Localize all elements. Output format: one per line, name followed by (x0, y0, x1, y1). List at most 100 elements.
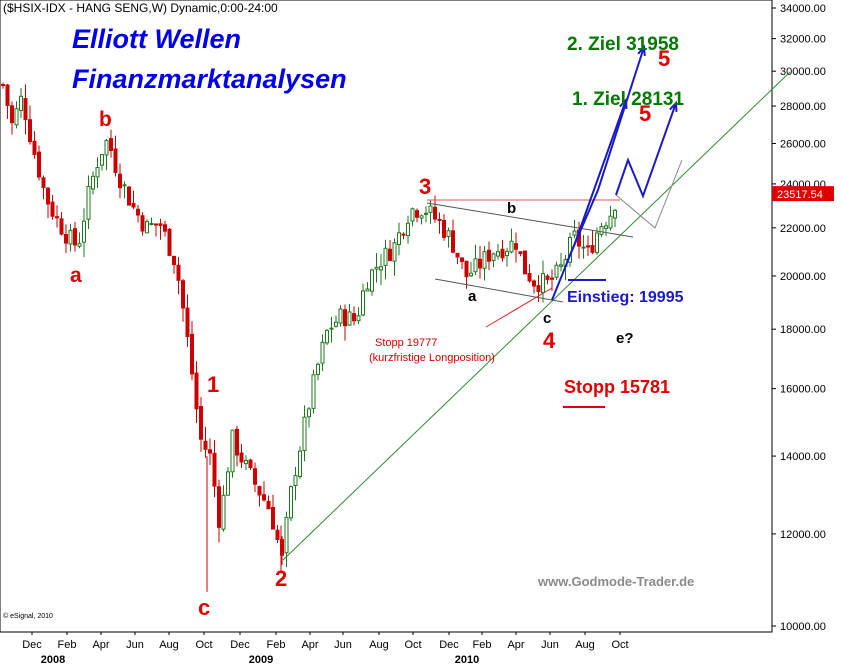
arrowhead-alt (669, 100, 678, 113)
candle-body (230, 429, 235, 473)
candle-body (46, 187, 50, 205)
candle-body (383, 247, 388, 266)
candle-body (361, 290, 365, 316)
candle-body (460, 257, 464, 262)
candle-body (163, 224, 167, 232)
candle-body (23, 98, 28, 120)
title-line-2: Finanzmarktanalysen (72, 64, 347, 94)
wave-label-4: 4 (543, 328, 556, 353)
wave-label-5-mid: 5 (639, 101, 651, 126)
y-tick-label: 32000.00 (780, 34, 826, 46)
wave-label-b-2008: b (99, 108, 112, 131)
x-month-label: Aug (369, 639, 389, 651)
candle-body (302, 416, 307, 451)
candle-body (347, 311, 352, 326)
y-tick-label: 34000.00 (780, 3, 826, 15)
candle-body (109, 138, 113, 151)
candle-body (77, 243, 82, 247)
candle-body (145, 221, 149, 234)
x-year-label: 2010 (455, 654, 479, 666)
candle-body (181, 280, 185, 309)
candle-body (451, 230, 455, 253)
candle-body (19, 95, 23, 112)
x-month-label: Oct (195, 639, 212, 651)
candle-body (28, 119, 32, 143)
candle-body (590, 245, 595, 253)
candle-body (473, 258, 478, 273)
candle-body (32, 140, 37, 156)
x-year-label: 2009 (249, 654, 273, 666)
wave-label-5-top: 5 (658, 46, 670, 71)
candle-body (455, 252, 460, 258)
candle-body (136, 208, 140, 216)
candle-body (91, 175, 95, 190)
y-tick-label: 30000.00 (780, 66, 826, 78)
x-month-label: Feb (473, 639, 492, 651)
candle-body (352, 313, 356, 322)
candle-body (154, 223, 158, 226)
x-month-label: Dec (439, 639, 459, 651)
candle-body (203, 440, 208, 450)
candle-body (482, 251, 487, 269)
candle-body (415, 210, 419, 218)
stop-short-line (485, 287, 553, 328)
projection-wave-5c (615, 102, 677, 199)
candle-body (113, 148, 118, 173)
candle-body (239, 452, 244, 463)
wave-label-3: 3 (419, 174, 431, 199)
y-tick-label: 10000.00 (780, 621, 826, 633)
trend-line (282, 71, 791, 561)
x-month-label: Jun (541, 639, 559, 651)
candle-body (428, 205, 433, 213)
x-month-label: Aug (575, 639, 595, 651)
candle-body (284, 516, 289, 554)
candle-body (266, 500, 271, 510)
candle-body (68, 229, 73, 245)
candle-body (500, 248, 505, 259)
candle-body (433, 206, 437, 220)
candle-body (343, 309, 347, 327)
candle-body (149, 223, 154, 226)
candle-body (55, 216, 59, 219)
candle-body (257, 486, 262, 496)
candle-body (329, 327, 334, 330)
x-month-label: Jun (126, 639, 144, 651)
candle-body (487, 249, 491, 262)
y-tick-label: 28000.00 (780, 101, 826, 113)
chart-header: ($HSIX-IDX - HANG SENG,W) Dynamic,0:00-2… (3, 1, 278, 15)
x-month-label: Oct (404, 639, 421, 651)
candle-body (10, 105, 14, 124)
candle-body (307, 408, 311, 418)
triangle-lower-line (434, 278, 564, 303)
candle-body (442, 219, 446, 238)
candle-body (167, 228, 172, 256)
candle-body (95, 167, 100, 178)
copyright: © eSignal, 2010 (3, 613, 53, 620)
y-tick-label: 16000.00 (780, 384, 826, 396)
candle-body (253, 468, 257, 485)
candle-body (64, 234, 68, 244)
stop-short-label-2: (kurzfristige Longposition) (369, 352, 495, 364)
x-month-label: Oct (611, 639, 628, 651)
candle-body (541, 273, 545, 293)
candle-body (50, 201, 55, 217)
candle-body (194, 372, 199, 410)
candle-body (158, 223, 163, 226)
candle-body (275, 529, 280, 541)
candle-body (581, 246, 586, 249)
candle-body (388, 248, 392, 261)
candle-body (235, 428, 239, 456)
entry-label: Einstieg: 19995 (567, 289, 684, 306)
candle-body (131, 202, 136, 208)
sub-wave-e: e? (616, 330, 634, 347)
candle-body (59, 218, 64, 235)
candle-body (73, 228, 77, 246)
y-tick-label: 12000.00 (780, 529, 826, 541)
candle-body (523, 250, 527, 275)
candle-body (613, 209, 617, 219)
candle-body (464, 260, 469, 278)
x-month-label: Apr (507, 639, 524, 651)
candle-body (244, 459, 248, 465)
candle-body (374, 266, 379, 270)
